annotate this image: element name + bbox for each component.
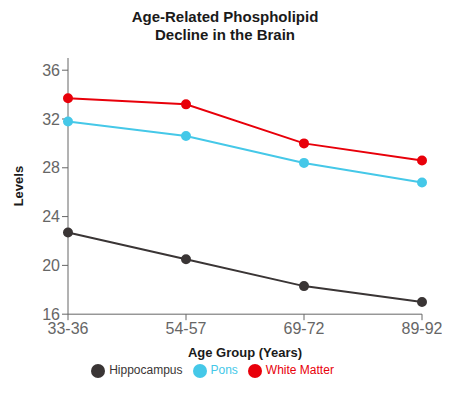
svg-text:54-57: 54-57 <box>166 320 207 337</box>
svg-text:89-92: 89-92 <box>402 320 442 337</box>
html-text:Decline in the Brain: Decline in the Brain <box>155 26 295 43</box>
html-text:Age-Related Phospholipid: Age-Related Phospholipid <box>131 8 319 25</box>
svg-text:69-72: 69-72 <box>284 320 325 337</box>
svg-text:28: 28 <box>42 159 60 176</box>
svg-text:Age Group (Years): Age Group (Years) <box>188 345 302 360</box>
svg-text:Levels: Levels <box>11 166 26 206</box>
svg-text:33-36: 33-36 <box>47 319 89 337</box>
svg-text:24: 24 <box>42 208 60 225</box>
html-text:White Matter: White Matter <box>265 363 334 378</box>
svg-text:16: 16 <box>42 306 60 323</box>
html-text:Pons: Pons <box>210 363 238 378</box>
svg-text:36: 36 <box>42 62 60 79</box>
svg-text:20: 20 <box>42 257 60 274</box>
html-text:Hippocampus: Hippocampus <box>109 363 183 378</box>
svg-text:32: 32 <box>42 111 60 128</box>
